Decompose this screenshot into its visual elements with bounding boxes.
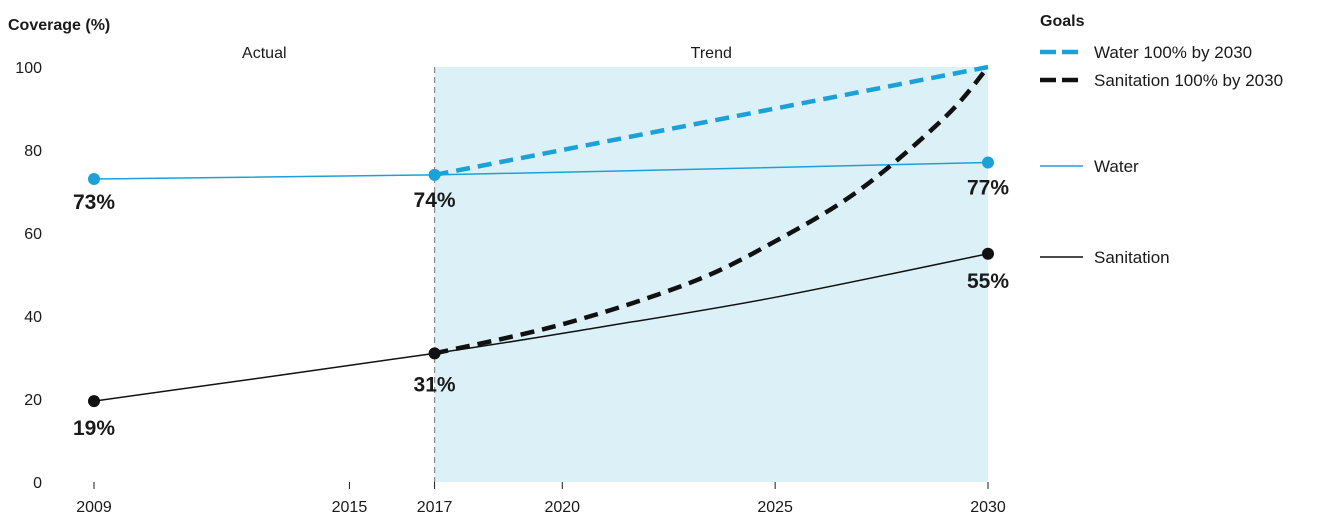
x-tick-label: 2015 <box>332 499 368 516</box>
x-tick-label: 2020 <box>544 499 580 516</box>
x-tick-label: 2017 <box>417 499 453 516</box>
region-label-trend: Trend <box>691 45 732 62</box>
data-point-water <box>88 173 100 185</box>
y-axis-title: Coverage (%) <box>8 17 110 34</box>
data-point-water <box>982 156 994 168</box>
data-point-water <box>429 169 441 181</box>
x-tick-label: 2025 <box>757 499 793 516</box>
data-label-sanitation: 31% <box>414 373 456 396</box>
data-point-sanitation <box>982 248 994 260</box>
legend-label-water: Water <box>1094 157 1139 176</box>
x-tick-label: 2030 <box>970 499 1006 516</box>
legend-title: Goals <box>1040 13 1085 30</box>
legend-label-sanitation-100-by-2030: Sanitation 100% by 2030 <box>1094 71 1283 90</box>
data-point-sanitation <box>429 347 441 359</box>
data-label-water: 74% <box>414 189 456 212</box>
data-label-sanitation: 19% <box>73 417 115 440</box>
y-tick-label: 80 <box>24 143 42 160</box>
data-point-sanitation <box>88 395 100 407</box>
y-tick-label: 100 <box>15 60 42 77</box>
region-label-actual: Actual <box>242 45 286 62</box>
data-label-sanitation: 55% <box>967 270 1009 293</box>
y-tick-label: 20 <box>24 392 42 409</box>
legend-label-sanitation: Sanitation <box>1094 248 1170 267</box>
y-tick-label: 60 <box>24 226 42 243</box>
x-tick-label: 2009 <box>76 499 112 516</box>
data-label-water: 73% <box>73 191 115 214</box>
y-tick-label: 40 <box>24 309 42 326</box>
legend-label-water-100-by-2030: Water 100% by 2030 <box>1094 43 1252 62</box>
data-label-water: 77% <box>967 176 1009 199</box>
y-tick-label: 0 <box>33 475 42 492</box>
